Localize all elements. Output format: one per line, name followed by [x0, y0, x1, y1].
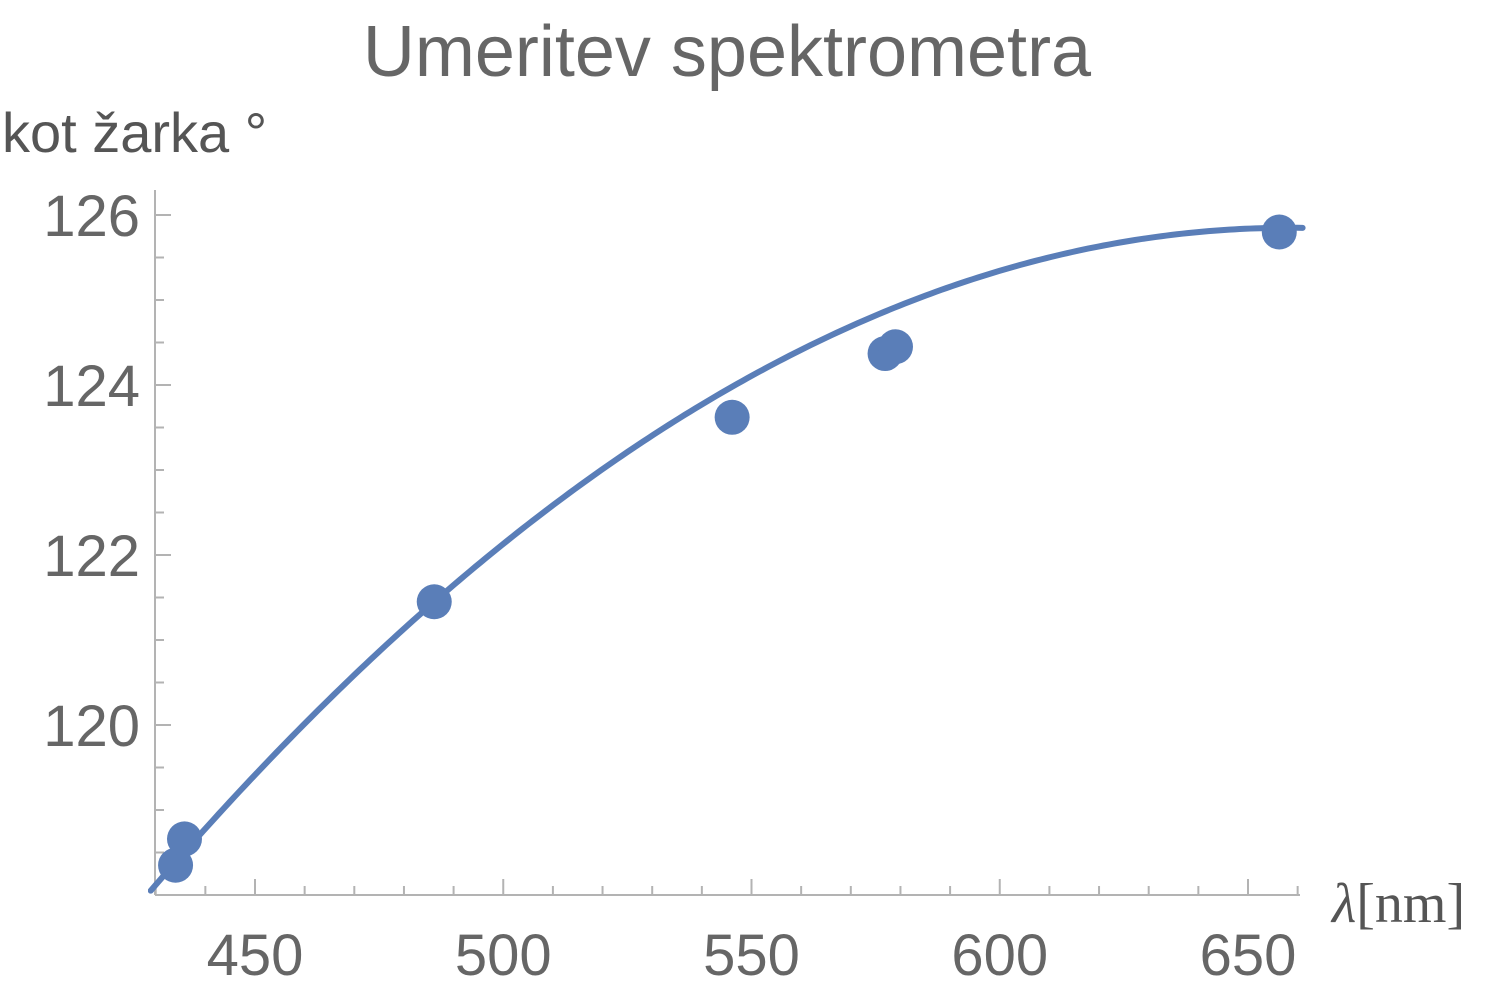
x-tick-label: 650 — [1200, 923, 1297, 988]
y-tick-label: 124 — [43, 354, 140, 419]
x-axis-label: λ[nm] — [1330, 873, 1465, 935]
y-tick-labels: 120 122 124 126 — [43, 184, 140, 759]
x-tick-label: 550 — [703, 923, 800, 988]
data-point — [877, 329, 913, 365]
fit-curve-layer — [148, 224, 1306, 894]
data-points — [158, 214, 1297, 883]
x-tick-labels: 450 500 550 600 650 — [207, 923, 1297, 988]
x-tick-label: 500 — [455, 923, 552, 988]
data-point — [714, 399, 750, 435]
data-point — [158, 847, 194, 883]
chart-title: Umeritev spektrometra — [363, 12, 1092, 92]
y-ticks — [155, 214, 171, 896]
y-tick-label: 120 — [43, 694, 140, 759]
fit-curve — [148, 224, 1306, 894]
x-ticks — [154, 879, 1299, 895]
data-point — [1261, 214, 1297, 250]
x-axis-label-symbol: λ — [1330, 873, 1356, 935]
data-point — [416, 584, 452, 620]
y-axis-label: kot žarka ° — [2, 101, 267, 164]
x-tick-label: 600 — [951, 923, 1048, 988]
axes — [154, 190, 1300, 896]
y-tick-label: 122 — [43, 524, 140, 589]
data-point — [166, 821, 202, 857]
y-tick-label: 126 — [43, 184, 140, 249]
x-tick-label: 450 — [207, 923, 304, 988]
x-axis-label-unit: [nm] — [1356, 873, 1465, 935]
